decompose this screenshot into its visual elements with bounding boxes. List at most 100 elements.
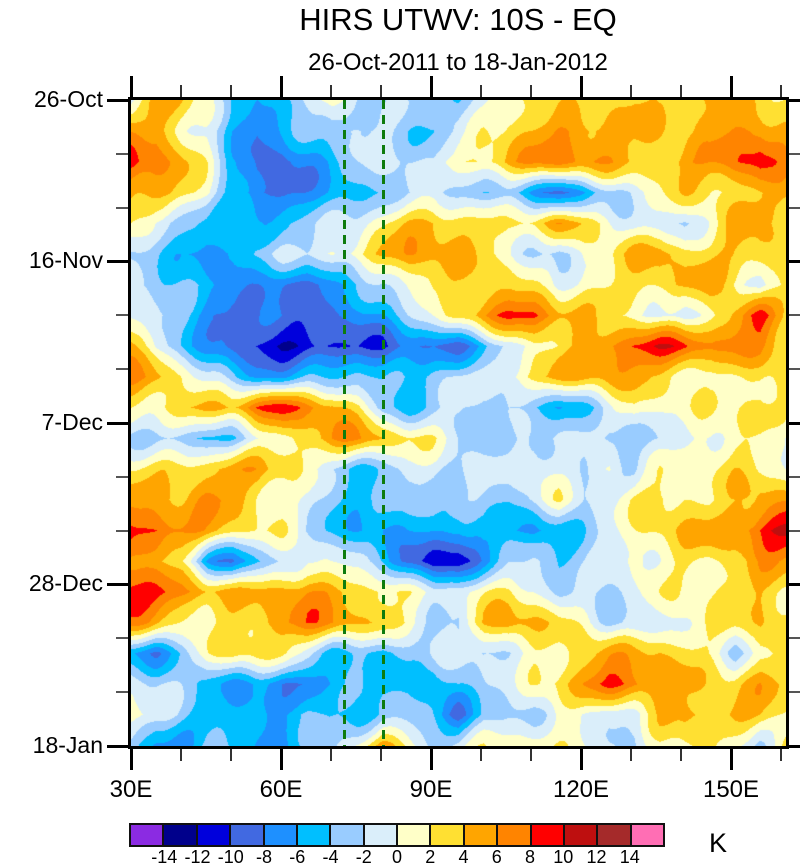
colorbar-tick-label: 4 bbox=[458, 847, 469, 864]
x-minor-tick-top bbox=[380, 85, 382, 97]
reference-line-1 bbox=[342, 100, 346, 746]
y-minor-tick bbox=[116, 368, 128, 371]
y-minor-tick-right bbox=[789, 152, 800, 155]
heatmap-canvas bbox=[131, 100, 786, 746]
colorbar-tick-label: -2 bbox=[355, 847, 372, 864]
x-minor-tick bbox=[680, 749, 682, 761]
x-minor-tick bbox=[480, 749, 482, 761]
colorbar-swatch bbox=[297, 825, 330, 845]
x-minor-tick bbox=[530, 749, 532, 761]
x-tick-label-90e: 90E bbox=[409, 776, 453, 803]
x-minor-tick-top bbox=[180, 85, 182, 97]
y-minor-tick-right bbox=[789, 475, 800, 478]
x-minor-tick bbox=[330, 749, 332, 761]
x-major-tick-top bbox=[579, 76, 583, 97]
x-minor-tick bbox=[630, 749, 632, 761]
colorbar-swatch bbox=[431, 825, 463, 845]
y-tick-label-28dec: 28-Dec bbox=[28, 569, 103, 596]
y-tick-label-26oct: 26-Oct bbox=[33, 85, 103, 112]
chart-subtitle: 26-Oct-2011 to 18-Jan-2012 bbox=[308, 49, 608, 76]
colorbar-swatch bbox=[164, 825, 196, 845]
y-major-tick bbox=[107, 744, 128, 748]
x-major-tick bbox=[429, 749, 433, 770]
x-minor-tick-top bbox=[680, 85, 682, 97]
colorbar-swatch bbox=[398, 825, 430, 845]
x-major-tick bbox=[579, 749, 583, 770]
y-major-tick bbox=[107, 98, 128, 102]
colorbar-swatch bbox=[598, 825, 630, 845]
colorbar-swatch bbox=[197, 825, 230, 845]
x-minor-tick bbox=[380, 749, 382, 761]
colorbar-tick-label: 0 bbox=[391, 847, 403, 864]
x-tick-label-150e: 150E bbox=[702, 776, 760, 803]
colorbar-swatch bbox=[264, 825, 296, 845]
y-minor-tick-right bbox=[789, 368, 800, 371]
colorbar-tick-label: -8 bbox=[255, 847, 273, 864]
y-minor-tick bbox=[116, 475, 128, 478]
x-minor-tick bbox=[180, 749, 182, 761]
y-major-tick-right bbox=[789, 260, 800, 263]
x-major-tick bbox=[129, 749, 133, 770]
x-minor-tick-top bbox=[530, 85, 532, 97]
colorbar-swatch bbox=[231, 825, 263, 845]
y-minor-tick bbox=[116, 691, 128, 694]
colorbar-tick-label: 14 bbox=[619, 847, 640, 864]
x-major-tick-top bbox=[729, 76, 733, 97]
y-minor-tick-right bbox=[789, 314, 800, 317]
y-minor-tick bbox=[116, 529, 128, 532]
colorbar-tick-label: -6 bbox=[289, 847, 306, 864]
colorbar-swatch bbox=[331, 825, 363, 845]
x-tick-label-30e: 30E bbox=[109, 776, 153, 803]
colorbar-swatch bbox=[531, 825, 563, 845]
x-major-tick-top bbox=[129, 76, 133, 97]
reference-line-2 bbox=[381, 100, 385, 746]
y-tick-label-16nov: 16-Nov bbox=[28, 246, 103, 273]
x-major-tick-top bbox=[279, 76, 283, 97]
x-major-tick bbox=[729, 749, 733, 770]
y-tick-label-7dec: 7-Dec bbox=[41, 408, 103, 435]
y-minor-tick-right bbox=[789, 529, 800, 532]
colorbar-swatch bbox=[631, 825, 663, 845]
x-minor-tick bbox=[780, 749, 782, 761]
y-minor-tick bbox=[116, 637, 128, 640]
y-tick-label-18jan: 18-Jan bbox=[32, 731, 103, 758]
y-major-tick-right bbox=[789, 421, 800, 425]
y-minor-tick-right bbox=[789, 637, 800, 640]
x-tick-label-60e: 60E bbox=[259, 776, 303, 803]
x-minor-tick bbox=[230, 749, 232, 761]
page-title: HIRS UTWV: 10S - EQ bbox=[299, 2, 617, 37]
y-major-tick-right bbox=[789, 744, 800, 748]
colorbar-swatch bbox=[464, 825, 497, 845]
colorbar-swatch bbox=[564, 825, 597, 845]
colorbar-swatch bbox=[364, 825, 396, 845]
x-major-tick bbox=[279, 749, 283, 770]
colorbar-tick-label: 2 bbox=[425, 847, 436, 864]
x-minor-tick-top bbox=[630, 85, 632, 97]
colorbar-tick-label: -4 bbox=[322, 847, 339, 864]
colorbar-tick-label: -12 bbox=[184, 847, 211, 864]
colorbar-tick-label: -14 bbox=[151, 847, 178, 864]
y-minor-tick bbox=[116, 206, 128, 209]
x-minor-tick-top bbox=[780, 85, 782, 97]
plot-frame bbox=[128, 97, 789, 749]
colorbar-tick-label: 6 bbox=[491, 847, 502, 864]
y-major-tick-right bbox=[789, 98, 800, 102]
colorbar-tick-label: 12 bbox=[586, 847, 607, 864]
colorbar-unit-label: K bbox=[708, 828, 728, 858]
x-minor-tick-top bbox=[330, 85, 332, 97]
colorbar-swatch bbox=[131, 825, 163, 845]
x-tick-label-120e: 120E bbox=[552, 776, 610, 803]
y-major-tick bbox=[107, 583, 128, 586]
y-major-tick bbox=[107, 260, 128, 263]
y-minor-tick bbox=[116, 314, 128, 317]
y-major-tick bbox=[107, 421, 128, 425]
y-minor-tick-right bbox=[789, 206, 800, 209]
colorbar-tick-label: 8 bbox=[524, 847, 536, 864]
y-minor-tick bbox=[116, 152, 128, 155]
colorbar-tick-label: -10 bbox=[217, 847, 244, 864]
colorbar-tick-label: 10 bbox=[553, 847, 574, 864]
colorbar bbox=[129, 823, 665, 847]
x-minor-tick-top bbox=[230, 85, 232, 97]
y-major-tick-right bbox=[789, 583, 800, 586]
